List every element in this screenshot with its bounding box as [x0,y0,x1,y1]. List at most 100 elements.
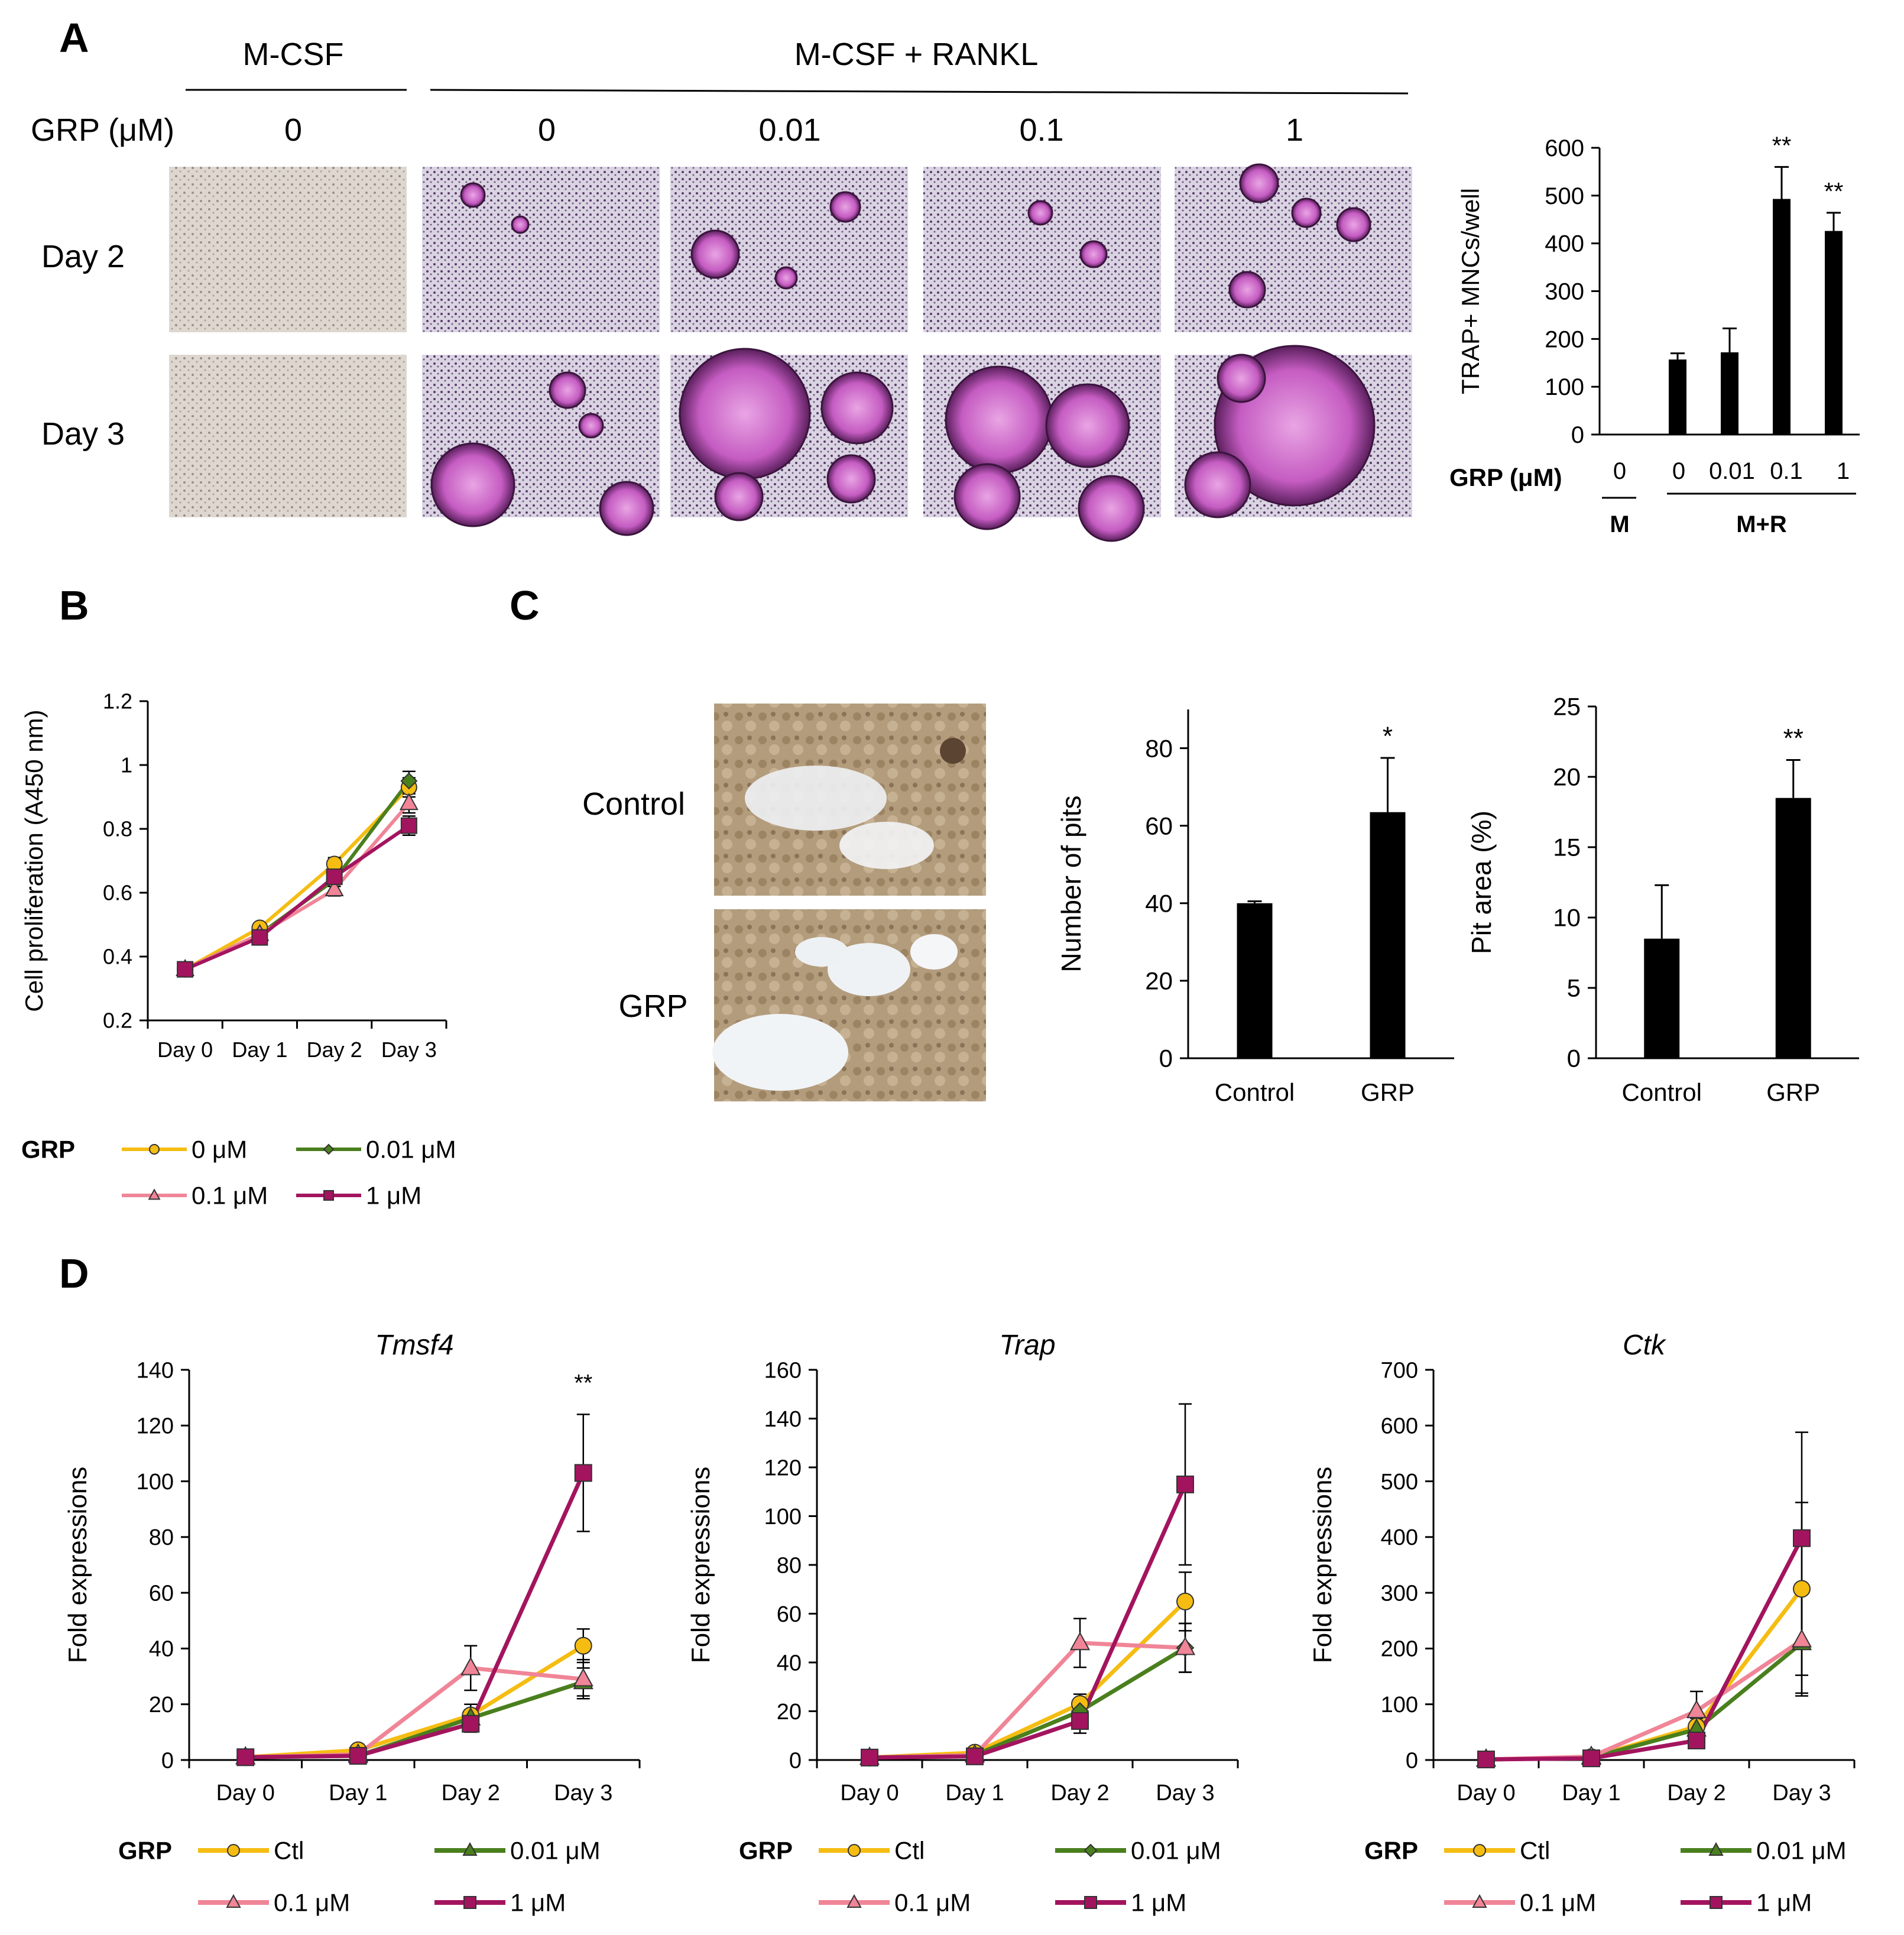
micrograph-day3-1 [422,355,660,536]
data-point-ctl [1793,1580,1811,1598]
y-tick-label: 1 [121,753,132,777]
legend-marker-ctl [1473,1844,1486,1857]
micrograph-day2-4 [1175,163,1412,332]
data-point-g01 [1175,1636,1196,1655]
chart-tmsf4: 0 20 40 60 80 100 120 140 Fold expressions Day 0 D… [63,1330,641,1917]
series-line-g001 [1485,1641,1804,1762]
series-line-g1 [245,1471,585,1759]
y-tick-label: 0.6 [103,881,132,905]
legend-label-g001: 0.01 μM [366,1136,456,1163]
legend-label-g01: 0.1 μM [1520,1889,1596,1917]
legend-label-ctl: Ctl [274,1837,304,1865]
series-line-g001 [184,780,411,971]
panel-c-label: C [510,582,540,628]
micrograph-grid [169,163,1412,542]
y-tick-label: 0 [1159,1045,1173,1072]
legend-marker-g001 [1084,1843,1098,1858]
osteoclast-cell [1184,451,1251,518]
chart-title: Tmsf4 [375,1330,453,1361]
pit-photo-control [714,704,986,896]
osteoclast-cell [1217,354,1266,403]
osteoclast-cell [1336,207,1371,242]
y-tick-label: 60 [149,1581,174,1606]
x-tick-label: Day 0 [1457,1781,1515,1806]
data-point-g01 [1686,1700,1707,1719]
chart-title: Trap [999,1330,1055,1361]
bar [1644,938,1680,1058]
y-tick-label: 0 [1571,422,1584,448]
y-tick-label: 60 [1145,812,1173,840]
grp-label-a: GRP (μM) [31,112,174,148]
bar [1721,352,1738,435]
x-tick-label: Control [1622,1078,1702,1106]
legend-label-g001: 0.01 μM [1131,1837,1221,1865]
y-tick-label: 0.2 [103,1009,132,1033]
y-tick-label: 0.8 [103,817,132,841]
concentration-label: 0 [284,112,302,148]
significance-mark: ** [1824,177,1844,205]
legend-label-ctl: 0 μM [192,1136,247,1163]
data-point-g1 [1071,1712,1089,1730]
y-tick-label: 80 [149,1525,174,1550]
series-line-g001 [869,1646,1186,1760]
y-tick-label: 20 [1145,967,1173,995]
x-tick-label: Day 1 [232,1038,287,1062]
x-tick-label: Day 0 [216,1781,275,1806]
x-tick-label: 0 [1613,458,1626,484]
x-tick-label: Day 3 [1772,1781,1831,1806]
y-tick-label: 200 [1545,326,1584,352]
bar [1825,231,1843,435]
osteoclast-cell [690,229,740,279]
x-tick-label: Day 3 [381,1038,437,1062]
legend-label-ctl: Ctl [894,1837,925,1865]
chart-trap: 0 20 40 60 80 100 120 140 160 Fold expressions Day… [686,1330,1239,1917]
y-tick-label: 25 [1553,693,1581,721]
legend-marker-ctl [149,1144,160,1155]
y-tick-label: 40 [1145,889,1173,917]
y-tick-label: 0 [1406,1748,1418,1773]
y-axis-label: Fold expressions [686,1467,715,1664]
y-tick-label: 100 [1381,1693,1418,1717]
osteoclast-cell [430,442,515,527]
y-axis-label: Cell proliferation (A450 nm) [20,709,48,1012]
y-tick-label: 140 [137,1358,174,1383]
legend-title: GRP [21,1136,75,1163]
micrograph-day2-2 [670,167,908,332]
data-point-g1 [400,817,417,834]
y-tick-label: 80 [777,1553,802,1578]
osteoclast-cell [1228,271,1266,309]
micrograph-day2-1 [422,167,660,332]
x-tick-label: 0.1 [1770,458,1803,484]
legend-label-g001: 0.01 μM [510,1837,601,1865]
osteoclast-cell [599,481,654,536]
micrograph-day3-2 [670,348,908,521]
chart-pits: 0 20 40 60 80 Number of pits Control * GRP [1056,709,1454,1106]
data-point-g1 [966,1747,984,1765]
data-point-g1 [574,1464,592,1482]
y-tick-label: 200 [1381,1637,1418,1662]
osteoclast-cell [1045,383,1130,468]
osteoclast-cell [511,215,530,234]
chart-proliferation: 0.2 0.4 0.6 0.8 1 1.2 Cell proliferation (A450… [20,689,456,1210]
legend-marker-g01 [1472,1894,1487,1908]
row-label-day2: Day 2 [41,239,125,274]
legend-marker-g01 [148,1188,161,1200]
y-tick-label: 20 [777,1700,802,1725]
y-tick-label: 0.4 [103,945,132,969]
row-label-day3: Day 3 [41,416,125,452]
y-tick-label: 15 [1553,834,1581,861]
y-tick-label: 0 [789,1748,802,1773]
x-tick-label: Day 0 [840,1781,899,1806]
y-tick-label: 160 [764,1358,802,1383]
y-tick-label: 600 [1545,135,1584,161]
significance-mark: ** [1772,131,1792,159]
y-tick-label: 500 [1545,183,1584,209]
chart-ctk: 0 100 200 300 400 500 600 700 Fold expressions Da… [1308,1330,1856,1917]
legend-label-g1: 1 μM [366,1182,421,1210]
significance-mark: * [1383,722,1393,751]
panel-d-label: D [59,1250,89,1297]
legend-marker-ctl [227,1844,240,1857]
bar [1773,199,1791,435]
